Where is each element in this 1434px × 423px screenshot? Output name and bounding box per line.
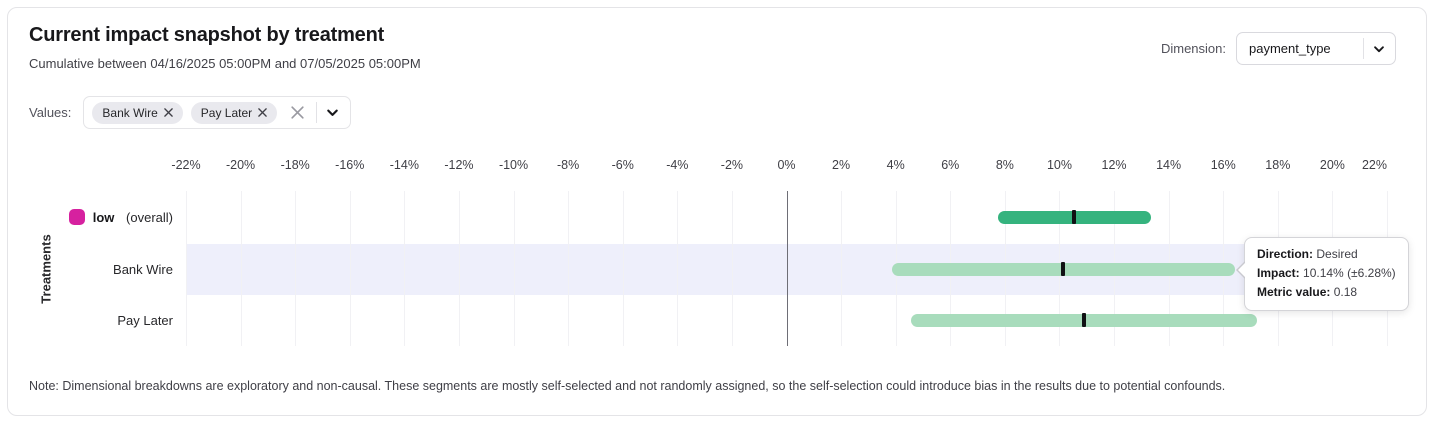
x-axis-tick-label: 4% xyxy=(886,158,905,172)
values-filter: Values: Bank Wire Pay Later xyxy=(29,96,352,129)
chip-label: Bank Wire xyxy=(102,105,158,120)
x-axis-tick-label: -8% xyxy=(557,158,580,172)
tooltip-direction-row: Direction: Desired xyxy=(1257,247,1358,261)
x-axis-tick-label: -6% xyxy=(611,158,634,172)
gridline xyxy=(568,191,570,346)
dimension-control: Dimension: payment_type xyxy=(1161,32,1396,65)
chevron-down-icon xyxy=(1372,42,1386,56)
row-label-text: Bank Wire xyxy=(113,261,173,277)
x-axis-tick-label: 18% xyxy=(1265,158,1291,172)
impact-chart: -22% -20% -18% -16% -14% -12% -10% -8% -6% -4% -2%… xyxy=(8,8,1426,415)
tooltip-metric-row: Metric value: 0.18 xyxy=(1257,285,1358,299)
gridline xyxy=(240,191,242,346)
x-axis-tick-label: -14% xyxy=(389,158,419,172)
values-multiselect[interactable]: Bank Wire Pay Later xyxy=(83,96,352,129)
dimension-label: Dimension: xyxy=(1160,41,1226,56)
gridline xyxy=(677,191,679,346)
row-label-text: Pay Later xyxy=(117,312,173,328)
clear-all-icon[interactable] xyxy=(289,104,306,121)
gridline xyxy=(841,191,843,346)
gridline xyxy=(186,191,187,346)
impact-point-marker xyxy=(1081,313,1086,327)
x-axis-tick-label: -18% xyxy=(280,158,310,172)
x-axis-tick-label: -2% xyxy=(720,158,744,172)
date-range-subtitle: Cumulative between 04/16/2025 05:00PM an… xyxy=(29,56,421,71)
gridline xyxy=(404,191,406,346)
chip-remove-icon[interactable] xyxy=(163,108,173,117)
x-axis-tick-label: 22% xyxy=(1361,158,1387,172)
footnote: Note: Dimensional breakdowns are explora… xyxy=(29,379,1226,393)
row-label-note: (overall) xyxy=(122,209,173,225)
dimension-selected-value: payment_type xyxy=(1249,41,1331,56)
x-axis-tick-label: 20% xyxy=(1319,158,1345,172)
gridline xyxy=(349,191,351,346)
chip-label: Pay Later xyxy=(200,105,253,120)
x-axis-tick-label: 6% xyxy=(941,158,960,172)
chevron-down-icon[interactable] xyxy=(325,105,340,120)
values-label: Values: xyxy=(29,105,72,120)
x-axis-tick-label: -22% xyxy=(171,158,201,172)
value-chip-pay-later[interactable]: Pay Later xyxy=(190,101,278,124)
gridline xyxy=(513,191,515,346)
x-axis-tick-label: 8% xyxy=(995,158,1014,172)
legend-swatch xyxy=(68,209,85,225)
x-axis-tick-label: 0% xyxy=(777,158,796,172)
bar-tooltip: Direction: Desired Impact: 10.14% (±6.28… xyxy=(1236,237,1409,311)
divider xyxy=(316,102,318,123)
gridline xyxy=(458,191,460,346)
x-axis-tick-label: 2% xyxy=(832,158,851,172)
x-axis-tick-label: -10% xyxy=(498,158,529,172)
x-axis-tick-label: 10% xyxy=(1046,158,1072,172)
x-axis-tick-label: -16% xyxy=(335,158,365,172)
x-axis-tick-label: 14% xyxy=(1156,158,1182,172)
impact-point-marker xyxy=(1061,262,1066,276)
row-label-bank-wire: Bank Wire xyxy=(8,259,173,279)
tooltip-impact-row: Impact: 10.14% (±6.28%) xyxy=(1257,266,1396,280)
impact-point-marker xyxy=(1072,210,1077,224)
chip-remove-icon[interactable] xyxy=(258,108,267,117)
impact-snapshot-card: Current impact snapshot by treatment Cum… xyxy=(7,7,1427,416)
x-axis-tick-label: -20% xyxy=(225,158,256,172)
y-axis-label: Treatments xyxy=(38,234,54,304)
page-title: Current impact snapshot by treatment xyxy=(29,24,385,46)
x-axis-tick-label: -12% xyxy=(444,158,474,172)
x-axis-tick-label: 12% xyxy=(1101,158,1127,172)
zero-line xyxy=(786,191,788,346)
gridline xyxy=(622,191,624,346)
gridline xyxy=(295,191,297,346)
row-label-text: low xyxy=(92,209,115,225)
dimension-select[interactable]: payment_type xyxy=(1236,32,1396,65)
row-label-pay-later: Pay Later xyxy=(8,310,173,330)
divider xyxy=(1363,38,1364,59)
x-axis-tick-label: 16% xyxy=(1210,158,1236,172)
row-label-low: low (overall) xyxy=(8,207,173,227)
x-axis-tick-label: -4% xyxy=(666,158,689,172)
gridline xyxy=(731,191,733,346)
value-chip-bank-wire[interactable]: Bank Wire xyxy=(92,101,183,124)
